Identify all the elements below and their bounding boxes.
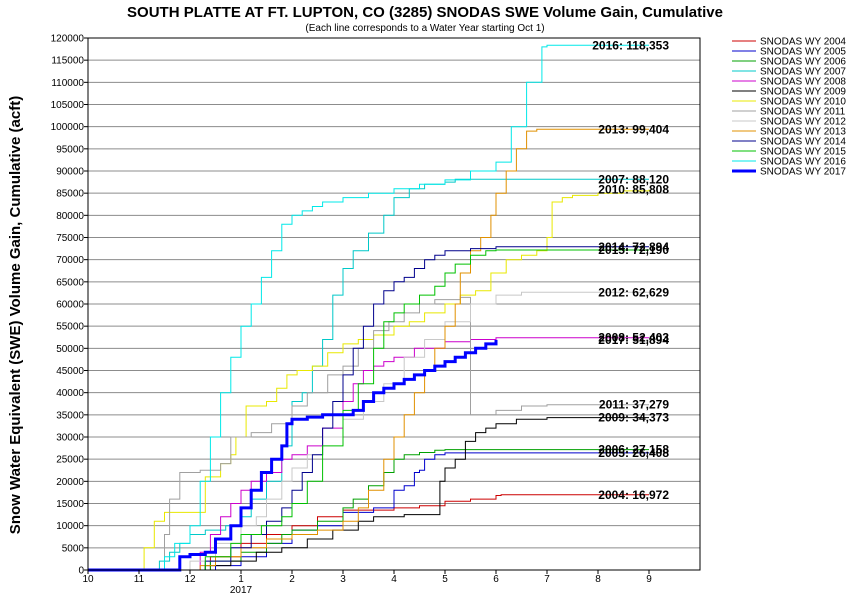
legend-entry: SNODAS WY 2006	[760, 57, 846, 68]
legend-entry: SNODAS WY 2014	[760, 137, 846, 148]
y-axis-label: Snow Water Equivalent (SWE) Volume Gain,…	[7, 96, 24, 534]
series-end-label: 2012: 62,629	[598, 285, 669, 299]
y-tick-label: 80000	[56, 211, 84, 222]
x-tick-label: 8	[595, 574, 601, 585]
series-end-label: 2015: 72,190	[598, 243, 669, 257]
series-line-snodas-wy-2008	[88, 337, 649, 571]
x-tick-label: 1	[238, 574, 244, 585]
x-tick-label: 10	[82, 574, 94, 585]
series-line-snodas-wy-2016	[88, 44, 649, 571]
y-tick-label: 120000	[51, 34, 85, 45]
series-line-snodas-wy-2014	[88, 246, 649, 571]
y-tick-label: 40000	[56, 388, 84, 399]
legend-entry: SNODAS WY 2016	[760, 157, 846, 168]
y-tick-label: 90000	[56, 167, 84, 178]
series-line-snodas-wy-2006	[88, 449, 649, 571]
y-tick-label: 105000	[51, 100, 85, 111]
series-end-label: 2013: 99,404	[598, 122, 669, 136]
x-tick-label: 6	[493, 574, 499, 585]
x-year-label: 2017	[230, 585, 253, 596]
x-tick-label: 9	[646, 574, 652, 585]
x-tick-label: 2	[289, 574, 295, 585]
series-end-label: 2004: 16,972	[598, 488, 669, 502]
series-line-snodas-wy-2013	[88, 128, 649, 571]
series-end-label: 2011: 37,279	[599, 398, 669, 412]
legend-entry: SNODAS WY 2017	[760, 167, 846, 178]
y-tick-label: 110000	[51, 78, 84, 89]
chart-subtitle: (Each line corresponds to a Water Year s…	[305, 23, 544, 34]
series-end-label: 2009: 34,373	[598, 411, 669, 425]
plot-frame	[87, 37, 701, 571]
series-end-label: 2014: 72,894	[598, 240, 669, 254]
series-line-snodas-wy-2017	[88, 339, 498, 572]
x-tick-label: 7	[544, 574, 550, 585]
y-tick-label: 35000	[56, 410, 84, 421]
y-tick-label: 15000	[56, 499, 84, 510]
legend-entry: SNODAS WY 2013	[760, 127, 846, 138]
legend-entry: SNODAS WY 2012	[760, 117, 846, 128]
y-tick-label: 60000	[56, 300, 84, 311]
series-line-snodas-wy-2011	[88, 296, 649, 571]
series-line-snodas-wy-2012	[88, 291, 649, 571]
y-tick-label: 20000	[56, 477, 84, 488]
legend-entry: SNODAS WY 2007	[760, 67, 846, 78]
x-tick-label: 4	[391, 574, 397, 585]
series-end-label: 2007: 88,120	[598, 172, 669, 186]
y-tick-label: 55000	[56, 322, 84, 333]
y-tick-label: 50000	[56, 344, 84, 355]
series-layer	[88, 44, 650, 572]
y-tick-label: 30000	[56, 433, 84, 444]
series-line-snodas-wy-2015	[88, 249, 649, 571]
series-line-snodas-wy-2009	[88, 417, 649, 571]
y-tick-label: 5000	[62, 543, 85, 554]
x-tick-label: 11	[134, 574, 145, 585]
y-tick-label: 65000	[56, 277, 84, 288]
series-end-label: 2008: 52,403	[598, 331, 669, 345]
x-tick-label: 12	[184, 574, 196, 585]
chart-title: SOUTH PLATTE AT FT. LUPTON, CO (3285) SN…	[127, 4, 723, 21]
x-tick-label: 5	[442, 574, 448, 585]
legend-entry: SNODAS WY 2005	[760, 47, 846, 58]
series-end-label: 2006: 27,158	[598, 443, 669, 457]
legend-entry: SNODAS WY 2010	[760, 97, 846, 108]
series-end-label: 2017: 51,894	[598, 333, 669, 347]
y-tick-label: 45000	[56, 366, 84, 377]
y-tick-label: 0	[78, 566, 84, 577]
y-tick-label: 75000	[56, 233, 84, 244]
axes-layer: 0 5000 10000 15000 20000 25000 30000 35000 40000…	[51, 34, 701, 596]
y-tick-label: 95000	[56, 144, 84, 155]
legend-entry: SNODAS WY 2011	[760, 107, 846, 118]
series-end-label: 2016: 118,353	[592, 38, 669, 52]
y-tick-label: 70000	[56, 255, 84, 266]
y-tick-label: 100000	[51, 122, 85, 133]
series-end-label: 2005: 26,408	[598, 446, 669, 460]
x-tick-label: 3	[340, 574, 346, 585]
legend-entry: SNODAS WY 2015	[760, 147, 846, 158]
y-tick-label: 10000	[56, 521, 84, 532]
legend-entry: SNODAS WY 2008	[760, 77, 846, 88]
legend-entry: SNODAS WY 2004	[760, 37, 846, 48]
y-tick-label: 115000	[51, 56, 84, 67]
series-end-label: 2010: 85,808	[598, 183, 669, 197]
legend-entry: SNODAS WY 2009	[760, 87, 846, 98]
y-tick-label: 85000	[56, 189, 84, 200]
y-tick-label: 25000	[56, 455, 84, 466]
